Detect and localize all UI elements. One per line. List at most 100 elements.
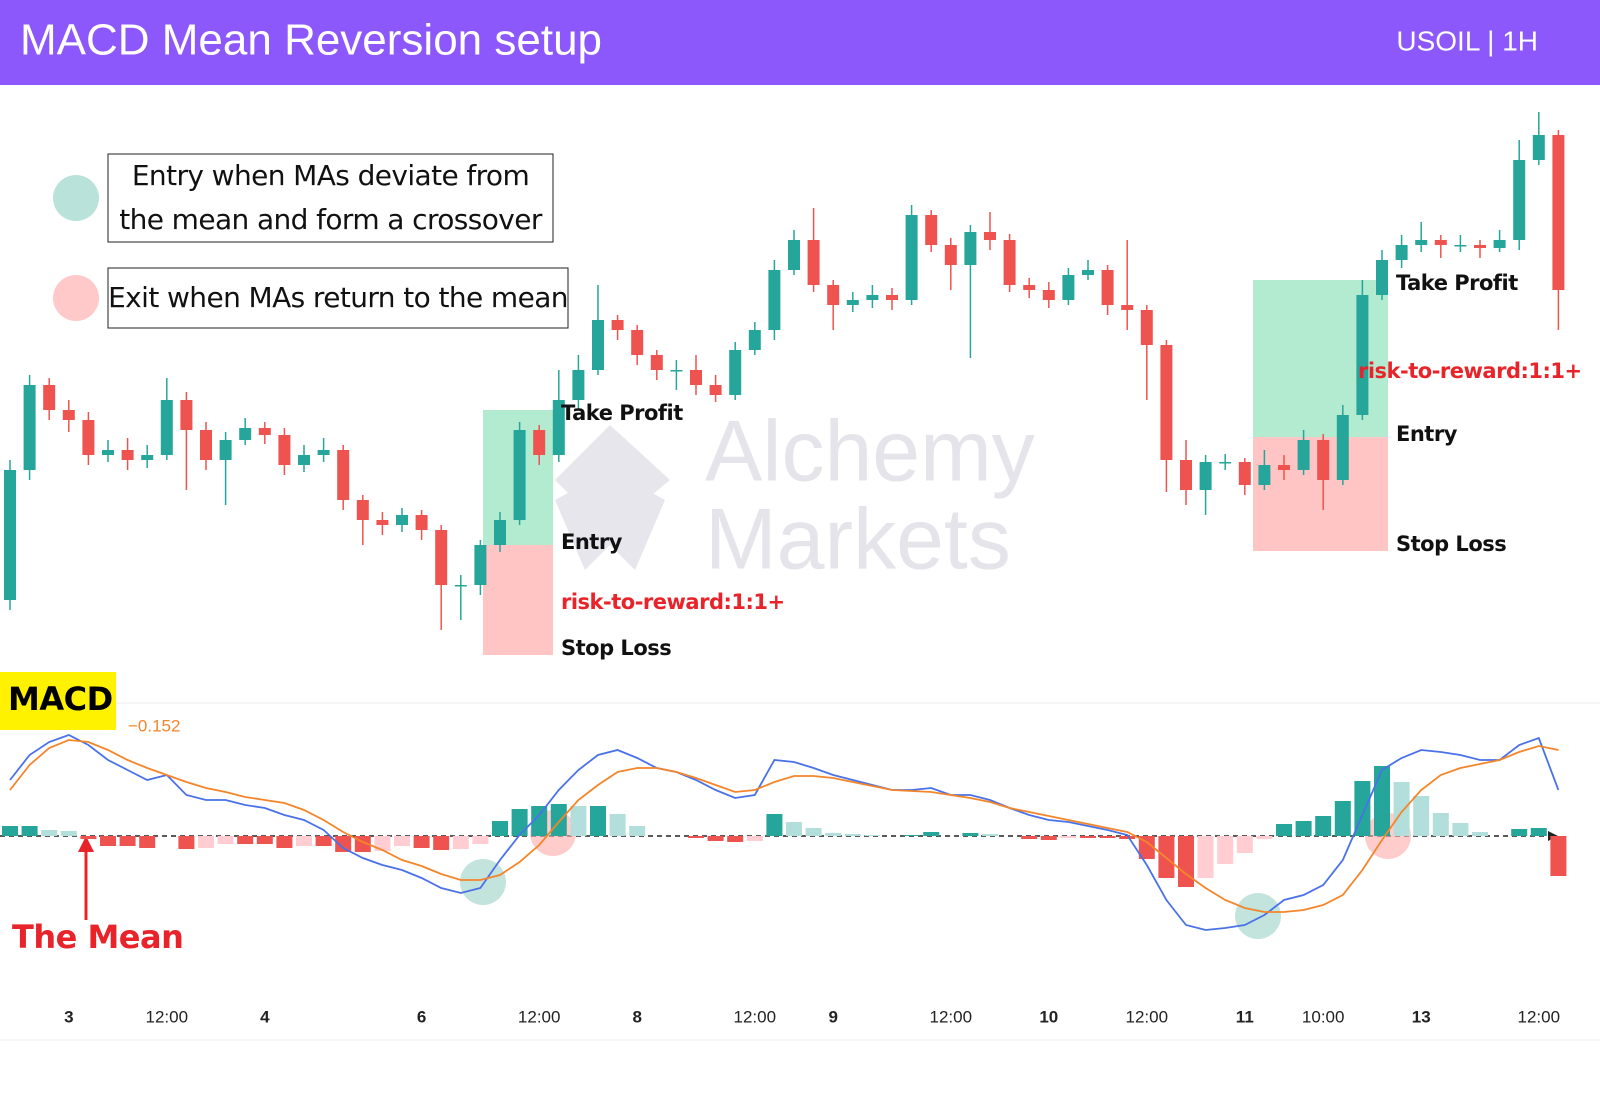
histogram-bar [413,836,430,848]
histogram-bar [746,836,763,841]
candle-body [768,270,781,330]
histogram-bar [1472,832,1488,836]
histogram-bar [766,814,783,836]
candle-body [513,430,526,520]
candle-body [886,295,898,300]
title: MACD Mean Reversion setup [20,16,602,65]
candle-body [1395,245,1408,260]
histogram-bar [41,830,58,836]
histogram-bar [962,833,979,836]
histogram-bar [825,833,842,836]
candle-body [592,320,604,370]
candle-body [827,285,840,305]
histogram-bar [315,836,332,846]
candle-body [650,355,663,370]
histogram-bar [119,836,136,846]
candle-body [317,450,330,455]
histogram-bar [1334,801,1351,836]
candle-body [121,450,134,460]
candle-body [709,385,722,395]
candle-body [298,455,310,465]
candle-body [23,385,36,470]
candle-body [1023,285,1036,290]
candle-body [1434,240,1447,245]
candle-body [1199,462,1212,490]
histogram-bar [1197,836,1214,878]
x-tick-label: 8 [632,1007,641,1026]
legend-swatch [53,275,99,321]
histogram-bar [864,835,881,836]
candle-body [670,370,683,372]
histogram-bar [198,836,214,848]
candles [4,112,1565,630]
x-tick-label: 10 [1039,1007,1058,1026]
candle-body [572,370,585,400]
candle-body [376,520,389,525]
candle-body [435,530,448,585]
candle-body [494,520,506,545]
mean-label: The Mean [12,918,183,956]
macd-label: MACD [8,680,113,718]
histogram-bar [1452,823,1469,836]
take-profit-label: Take Profit [1396,271,1518,295]
candle-body [1258,465,1271,485]
histogram-bar [786,822,802,836]
candle-body [1082,270,1094,275]
histogram-bar [452,836,469,849]
candle-body [925,215,938,245]
histogram-bar [1080,836,1096,838]
candle-body [1493,240,1506,248]
candle-body [141,455,154,460]
histogram-bar [296,836,312,846]
histogram-bar [590,806,606,836]
candle-body [866,295,879,300]
candle-body [102,450,114,455]
macd-readout: −0.152 [128,716,180,735]
histogram-bar [570,806,587,836]
candle-body [944,245,957,265]
candle-body [82,420,95,455]
header-bar [0,0,1600,85]
histogram-bar [237,836,254,844]
macd-line [9,734,1560,931]
histogram-bar [688,836,704,838]
candle-body [1219,462,1232,464]
candle-body [1532,135,1545,160]
histogram-bar [707,836,724,841]
histogram-bar [1413,796,1430,836]
candle-body [1474,245,1486,248]
candle-body [1140,310,1153,345]
candle-body [846,300,859,305]
histogram-bar [21,826,38,836]
histogram-bar [1432,813,1449,836]
candle-body [1003,240,1016,285]
x-tick-label: 12:00 [518,1007,561,1026]
histogram-bar [1119,836,1136,839]
candle-body [984,232,996,240]
candle-body [1513,160,1526,240]
legend-swatch [53,175,99,221]
histogram-bar [335,836,352,852]
histogram-bar [1550,836,1567,876]
rr-label: risk-to-reward:1:1+ [1358,359,1582,383]
macd-badge [0,672,116,730]
histogram-bar [80,836,97,839]
candle-body [1297,440,1310,470]
candle-body [239,428,252,440]
x-tick-label: 12:00 [1518,1007,1561,1026]
histogram-bar [923,832,940,836]
histogram-bar [178,836,195,849]
watermark-text: Alchemy [705,404,1035,500]
legend-box [107,267,569,329]
histogram-bar [629,826,646,836]
candle-body [278,435,291,465]
candle-body [1376,260,1388,295]
stop-loss-label: Stop Loss [1396,532,1506,556]
candle-body [1454,245,1467,247]
x-tick-label: 12:00 [146,1007,189,1026]
candle-body [964,232,977,265]
histogram-bar [1217,836,1234,864]
x-tick-label: 9 [828,1007,837,1026]
candle-body [219,440,232,460]
